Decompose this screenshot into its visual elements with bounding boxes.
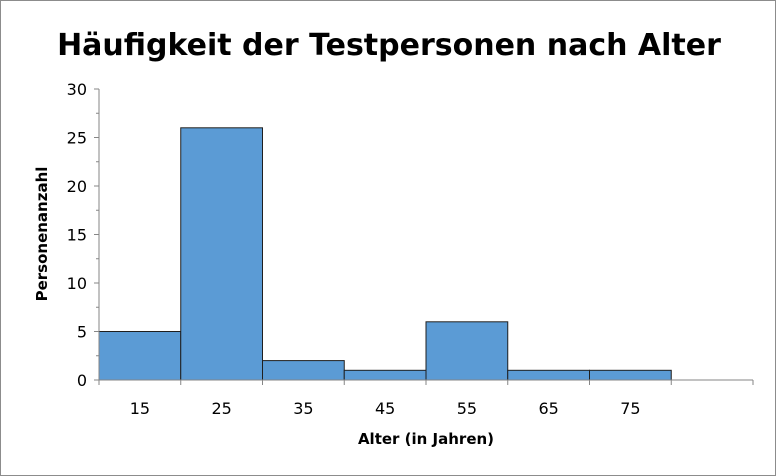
y-tick-label: 25 bbox=[67, 129, 87, 148]
plot-area: 0 5 10 15 20 25 30 15 25 35 45 55 65 75 bbox=[67, 80, 754, 418]
bar-15 bbox=[98, 331, 182, 381]
x-tick-label: 75 bbox=[620, 399, 640, 418]
bar-75 bbox=[589, 369, 672, 381]
x-tick-label: 15 bbox=[130, 399, 150, 418]
bar-55 bbox=[425, 321, 509, 381]
y-tick-label: 0 bbox=[77, 371, 87, 390]
y-tick-label: 5 bbox=[77, 323, 87, 342]
y-tick-label: 10 bbox=[67, 274, 87, 293]
x-tick-label: 45 bbox=[375, 399, 395, 418]
x-tick-label: 35 bbox=[293, 399, 313, 418]
chart-title: Häufigkeit der Testpersonen nach Alter bbox=[57, 28, 721, 63]
x-tick-label: 25 bbox=[211, 399, 231, 418]
bar-25 bbox=[180, 127, 263, 381]
bar-45 bbox=[343, 369, 427, 381]
x-tick-label: 55 bbox=[457, 399, 477, 418]
y-tick-label: 20 bbox=[67, 177, 87, 196]
bar-35 bbox=[262, 360, 345, 381]
x-axis-title: Alter (in Jahren) bbox=[358, 430, 494, 448]
x-tick-label: 65 bbox=[538, 399, 558, 418]
bar-65 bbox=[507, 369, 590, 381]
y-tick-label: 30 bbox=[67, 80, 87, 99]
y-axis-title: Personenanzahl bbox=[33, 167, 51, 302]
y-tick-label: 15 bbox=[67, 226, 87, 245]
